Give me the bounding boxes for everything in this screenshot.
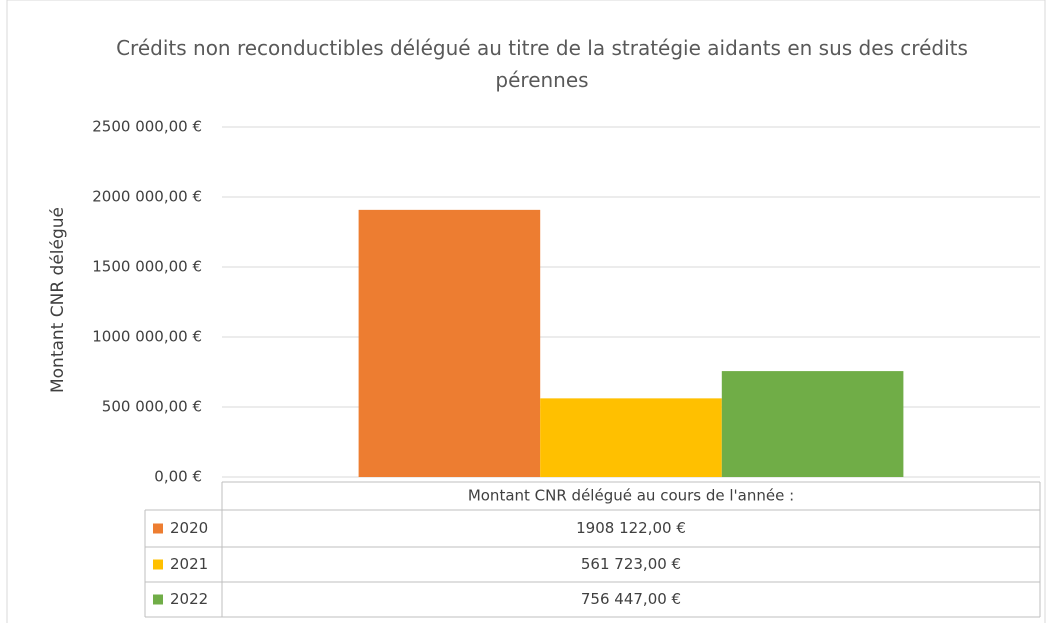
category-label: Montant CNR délégué au cours de l'année … (468, 487, 794, 505)
y-axis-label: Montant CNR délégué (48, 207, 68, 393)
y-tick-label: 500 000,00 € (102, 398, 202, 416)
legend-label: 2021 (170, 555, 208, 573)
legend-swatch (153, 523, 163, 534)
chart-title: Crédits non reconductibles délégué au ti… (116, 36, 968, 92)
legend-label: 2020 (170, 519, 208, 537)
y-tick-label: 2500 000,00 € (92, 118, 202, 136)
y-tick-label: 0,00 € (154, 468, 202, 486)
legend-label: 2022 (170, 590, 208, 608)
legend-swatch (153, 594, 163, 605)
bar (540, 398, 722, 477)
bar (721, 371, 904, 477)
chart-border (6, 0, 1046, 623)
table-value: 1908 122,00 € (576, 519, 686, 537)
y-tick-label: 1000 000,00 € (92, 328, 202, 346)
y-tick-label: 2000 000,00 € (92, 188, 202, 206)
y-tick-label: 1500 000,00 € (92, 258, 202, 276)
legend-swatch (153, 559, 163, 570)
table-value: 561 723,00 € (581, 555, 681, 573)
table-value: 756 447,00 € (581, 590, 681, 608)
bar (358, 209, 541, 477)
